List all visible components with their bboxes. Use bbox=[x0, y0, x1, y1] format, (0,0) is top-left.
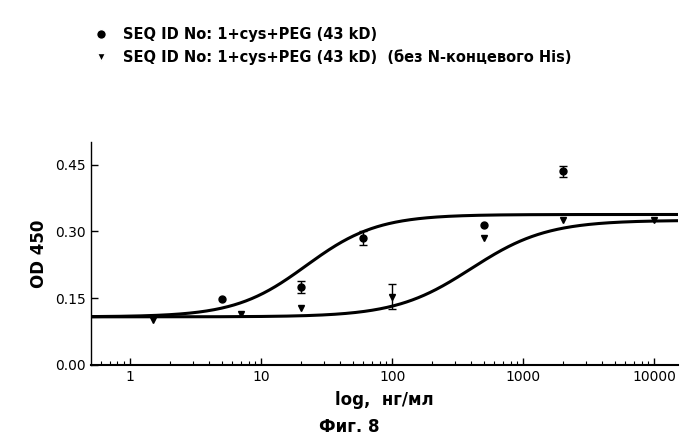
Legend: SEQ ID No: 1+cys+PEG (43 kD), SEQ ID No: 1+cys+PEG (43 kD)  (без N-концевого His: SEQ ID No: 1+cys+PEG (43 kD), SEQ ID No:… bbox=[87, 27, 571, 65]
Y-axis label: OD 450: OD 450 bbox=[30, 219, 48, 288]
X-axis label: log,  нг/мл: log, нг/мл bbox=[335, 391, 434, 409]
Text: Фиг. 8: Фиг. 8 bbox=[319, 418, 380, 436]
